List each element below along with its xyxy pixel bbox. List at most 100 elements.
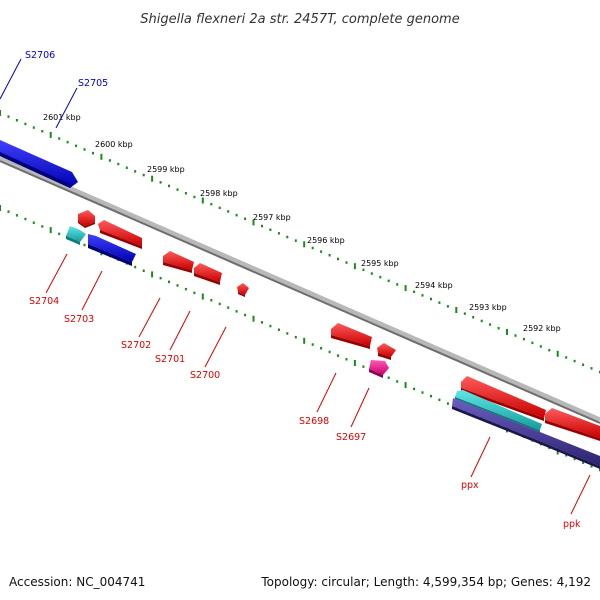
lower-minor-tick [235, 310, 238, 313]
gene-S2701-block[interactable] [194, 263, 222, 285]
lower-minor-tick [193, 291, 196, 295]
gene-S2706-arrow[interactable] [0, 140, 78, 188]
upper-minor-tick [142, 173, 145, 177]
gene-ppk-block[interactable] [545, 408, 600, 441]
kbp-label-group: 2601 kbp 2600 kbp 2599 kbp 2598 kbp 2597… [43, 113, 561, 333]
gene-label-S2703[interactable]: S2703 [64, 314, 94, 325]
lower-minor-tick [565, 454, 568, 457]
upper-minor-tick [108, 159, 111, 162]
upper-minor-tick [413, 290, 416, 293]
upper-minor-tick [379, 275, 382, 279]
lower-minor-tick [261, 321, 263, 324]
gene-label-S2697[interactable]: S2697 [336, 432, 366, 443]
upper-minor-tick [286, 235, 289, 239]
upper-major-tick [0, 110, 1, 116]
upper-minor-tick [573, 359, 576, 363]
upper-minor-tick [531, 341, 534, 345]
gene-label-S2701[interactable]: S2701 [155, 354, 185, 365]
gene-S2702-block[interactable] [163, 251, 194, 273]
gene-S2700-block[interactable] [237, 283, 249, 297]
upper-minor-tick [370, 272, 373, 275]
topology-text: Topology: circular; Length: 4,599,354 bp… [260, 575, 591, 589]
upper-minor-tick [92, 151, 94, 155]
lower-minor-tick [269, 324, 272, 328]
upper-minor-tick [472, 316, 475, 319]
upper-minor-tick [489, 323, 492, 326]
gene-S2704-cyan-block[interactable] [66, 226, 86, 245]
lower-minor-tick [58, 232, 61, 236]
leader-line-group [0, 58, 591, 515]
upper-minor-tick [514, 334, 517, 337]
gene-S2697-pink-block[interactable] [369, 360, 389, 378]
leader-line-ppx [470, 436, 491, 478]
upper-minor-tick [294, 239, 297, 242]
lower-minor-tick [320, 347, 323, 350]
gene-label-S2704[interactable]: S2704 [29, 296, 59, 307]
lower-minor-tick [277, 328, 280, 331]
gene-S2703-block[interactable] [98, 220, 142, 249]
kbp-label: 2595 kbp [361, 259, 399, 268]
upper-minor-tick [277, 232, 280, 235]
lower-major-tick [0, 205, 1, 211]
upper-minor-tick [480, 319, 483, 323]
upper-major-tick [455, 307, 458, 313]
upper-major-tick [49, 131, 52, 138]
gene-label-S2702[interactable]: S2702 [121, 340, 151, 351]
lower-minor-tick [337, 354, 339, 357]
gene-ppk-purple-block[interactable] [452, 398, 600, 469]
gene-label-S2700[interactable]: S2700 [190, 370, 220, 381]
upper-minor-tick [362, 268, 365, 272]
lower-minor-tick [24, 217, 27, 221]
gene-S2698-block[interactable] [331, 323, 372, 349]
upper-minor-tick [7, 115, 10, 118]
upper-major-tick [404, 285, 407, 292]
gene-S2703-blue-block[interactable] [88, 234, 136, 266]
lower-minor-tick [345, 358, 348, 361]
lower-major-tick [151, 271, 154, 278]
upper-minor-tick [58, 137, 61, 140]
lower-minor-tick [15, 214, 18, 217]
upper-minor-tick [227, 210, 230, 213]
gene-S2697-block[interactable] [377, 343, 396, 360]
upper-major-tick [252, 219, 255, 226]
upper-minor-tick [15, 119, 18, 122]
lower-minor-tick [227, 306, 230, 309]
upper-minor-tick [159, 181, 162, 184]
backbone-edge [0, 160, 600, 424]
leader-line-S2706 [0, 58, 22, 100]
upper-minor-tick [261, 224, 263, 228]
lower-minor-tick [83, 243, 86, 247]
lower-minor-tick [168, 280, 170, 284]
upper-minor-tick [117, 162, 120, 166]
upper-minor-tick [345, 261, 348, 264]
kbp-label: 2597 kbp [253, 213, 291, 222]
lower-minor-tick [294, 335, 297, 339]
gene-ppx-block[interactable] [461, 376, 546, 421]
upper-minor-tick [83, 148, 86, 151]
lower-minor-tick [7, 210, 10, 213]
upper-minor-tick [193, 195, 196, 199]
upper-minor-tick [590, 367, 593, 370]
upper-minor-tick [522, 337, 525, 341]
lower-minor-tick [286, 332, 289, 335]
lower-minor-tick [311, 343, 314, 346]
upper-major-tick [201, 197, 204, 204]
lower-major-tick [252, 315, 255, 322]
gene-label-S2705[interactable]: S2705 [78, 78, 108, 89]
lower-minor-tick [430, 394, 432, 398]
lower-minor-tick [210, 299, 213, 302]
upper-minor-tick [548, 348, 551, 352]
gene-S2704-block[interactable] [78, 210, 95, 228]
kbp-label: 2594 kbp [415, 281, 453, 290]
lower-minor-tick [184, 287, 187, 291]
gene-ppx-cyan-block[interactable] [455, 390, 542, 432]
gene-label-ppx[interactable]: ppx [461, 480, 479, 491]
upper-major-tick [506, 328, 508, 335]
upper-minor-tick [311, 246, 314, 250]
gene-label-S2698[interactable]: S2698 [299, 416, 329, 427]
gene-label-ppk[interactable]: ppk [563, 519, 581, 530]
upper-minor-tick [430, 297, 432, 301]
gene-label-S2706[interactable]: S2706 [25, 50, 55, 61]
upper-minor-tick [463, 312, 466, 315]
tick-row-upper [0, 110, 600, 374]
